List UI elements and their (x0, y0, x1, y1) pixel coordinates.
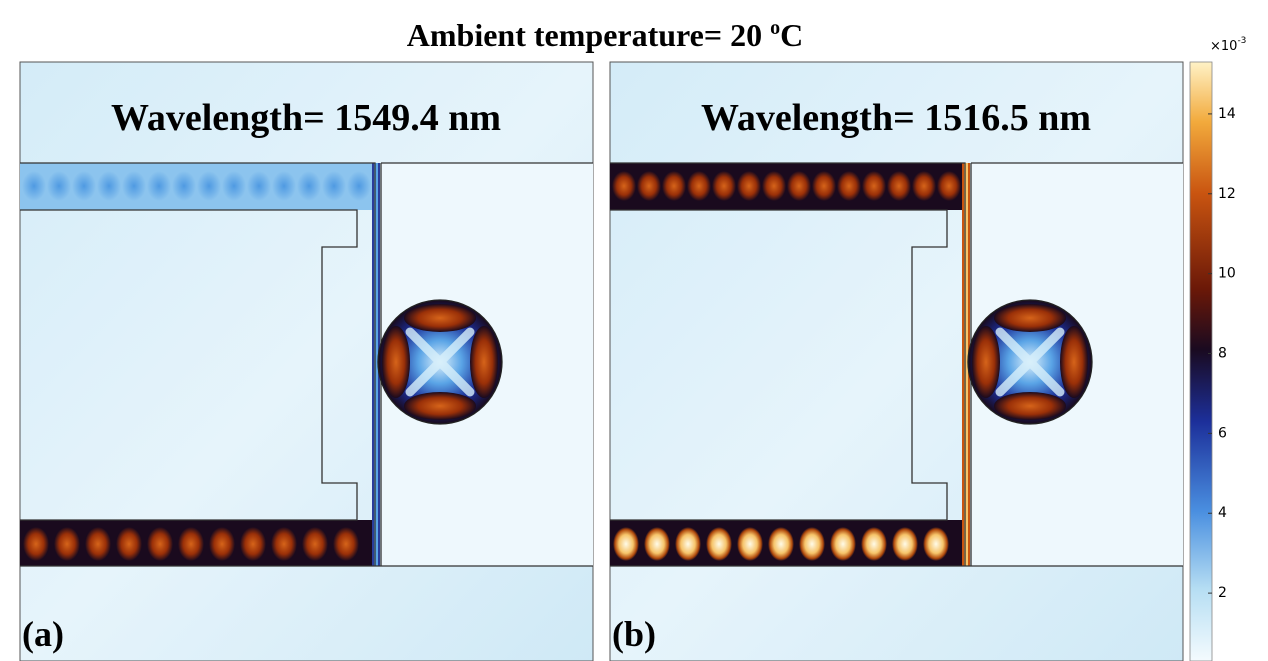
resonator-lobe (470, 326, 498, 398)
mode-spot (272, 171, 296, 201)
mode-spot (85, 527, 111, 561)
mode-spot (116, 527, 142, 561)
mode-spot (762, 171, 786, 201)
mode-spot (613, 527, 639, 561)
mode-spot (347, 171, 371, 201)
mode-spot (172, 171, 196, 201)
figure: Ambient temperature= 20 oC Wavelength= 1… (0, 0, 1268, 661)
mode-spot (222, 171, 246, 201)
title-unit: C (780, 17, 803, 53)
mode-spot (637, 171, 661, 201)
colorbar-tick-label: 4 (1218, 505, 1227, 521)
figure-title: Ambient temperature= 20 oC (407, 17, 803, 53)
panel: Wavelength= 1549.4 nm (a) (20, 62, 593, 661)
mode-spot (302, 527, 328, 561)
mode-spot (737, 171, 761, 201)
mode-spot (675, 527, 701, 561)
colorbar-tick-label: 10 (1218, 266, 1236, 282)
mode-spot (54, 527, 80, 561)
mode-spot (333, 527, 359, 561)
colorbar-tick-label: 6 (1218, 425, 1227, 441)
mode-spot (687, 171, 711, 201)
mode-spot (271, 527, 297, 561)
resonator-lobe (994, 392, 1066, 420)
colorbar-multiplier: ×10-3 (1210, 36, 1246, 54)
resonator-lobe (1060, 326, 1088, 398)
mode-spot (662, 171, 686, 201)
mode-spot (892, 527, 918, 561)
mode-spot (644, 527, 670, 561)
mode-spot (799, 527, 825, 561)
mode-spot (706, 527, 732, 561)
multiplier-text: ×10 (1210, 39, 1237, 54)
mode-spot (197, 171, 221, 201)
mode-spot (768, 527, 794, 561)
mode-spot (297, 171, 321, 201)
title-superscript: o (770, 17, 780, 39)
mode-spot (23, 527, 49, 561)
mode-spot (937, 171, 961, 201)
mode-spot (830, 527, 856, 561)
page: {"title": {"text": "Ambient temperature=… (0, 0, 1268, 661)
mode-spot (887, 171, 911, 201)
colorbar-tick-label: 2 (1218, 585, 1227, 601)
mode-spot (787, 171, 811, 201)
mode-spot (923, 527, 949, 561)
mode-spot (97, 171, 121, 201)
mode-spot (837, 171, 861, 201)
multiplier-exponent: -3 (1237, 36, 1246, 46)
resonator-lobe (404, 304, 476, 332)
panel-label: (b) (612, 614, 656, 654)
colorbar-tick-label: 8 (1218, 346, 1227, 362)
title-text: Ambient temperature= 20 (407, 17, 770, 53)
mode-spot (209, 527, 235, 561)
mode-spot (47, 171, 71, 201)
panel-label: (a) (22, 614, 64, 654)
mode-spot (72, 171, 96, 201)
mode-spot (861, 527, 887, 561)
mode-spot (322, 171, 346, 201)
mode-spot (147, 527, 173, 561)
panel-caption: Wavelength= 1549.4 nm (111, 97, 501, 139)
mode-spot (247, 171, 271, 201)
mode-spot (812, 171, 836, 201)
mode-spot (178, 527, 204, 561)
mode-spot (862, 171, 886, 201)
mode-spot (147, 171, 171, 201)
resonator-lobe (382, 326, 410, 398)
mode-spot (912, 171, 936, 201)
colorbar-tick-label: 12 (1218, 186, 1236, 202)
mode-spot (122, 171, 146, 201)
panel: Wavelength= 1516.5 nm (b) (610, 62, 1183, 661)
colorbar-tick-label: 14 (1218, 106, 1236, 122)
panels: Wavelength= 1549.4 nm (a) Wavelength= 1516… (20, 62, 1183, 661)
panel-caption: Wavelength= 1516.5 nm (701, 97, 1091, 139)
resonator-lobe (994, 304, 1066, 332)
mode-spot (712, 171, 736, 201)
resonator-lobe (404, 392, 476, 420)
mode-spot (240, 527, 266, 561)
colorbar (1190, 62, 1212, 661)
mode-spot (22, 171, 46, 201)
mode-spot (612, 171, 636, 201)
mode-spot (737, 527, 763, 561)
resonator-lobe (972, 326, 1000, 398)
